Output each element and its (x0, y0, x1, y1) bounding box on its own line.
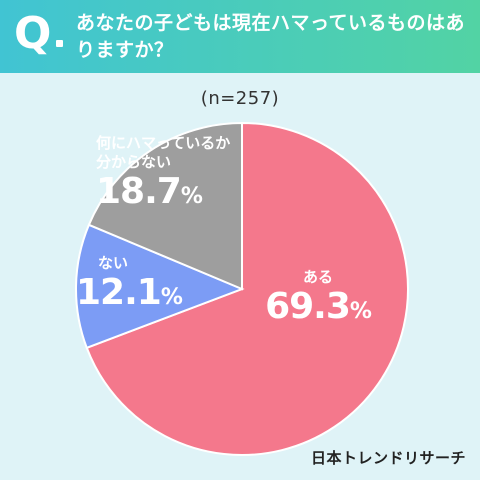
brand-logo-text: 日本トレンドリサーチ (310, 449, 466, 467)
pie-slice-nai (75, 223, 245, 350)
label-nai-name: ない (98, 254, 129, 272)
label-aru-pct: 69.3% (265, 286, 372, 327)
pie-slice-unknown (87, 121, 243, 291)
label-aru-name: ある (302, 268, 333, 286)
sample-size: (n=257) (200, 88, 280, 109)
q-mark: Q (14, 8, 52, 59)
pie-slice-aru (85, 121, 409, 456)
label-unknown-name-line2: 分からない (96, 153, 172, 171)
label-unknown-name-line1: 何にハマっているか (96, 134, 231, 152)
question-header: Q あなたの子どもは現在ハマっているものはありますか？ (0, 0, 480, 73)
label-unknown-pct: 18.7% (96, 171, 203, 212)
label-unknown: 何にハマっているか 分からない 18.7% (96, 134, 276, 217)
q-dot (56, 40, 63, 47)
label-nai: ない 12.1% (76, 254, 183, 318)
question-text: あなたの子どもは現在ハマっているものはありますか？ (76, 12, 466, 61)
label-nai-pct: 12.1% (76, 272, 183, 313)
label-aru: ある 69.3% (258, 268, 378, 332)
